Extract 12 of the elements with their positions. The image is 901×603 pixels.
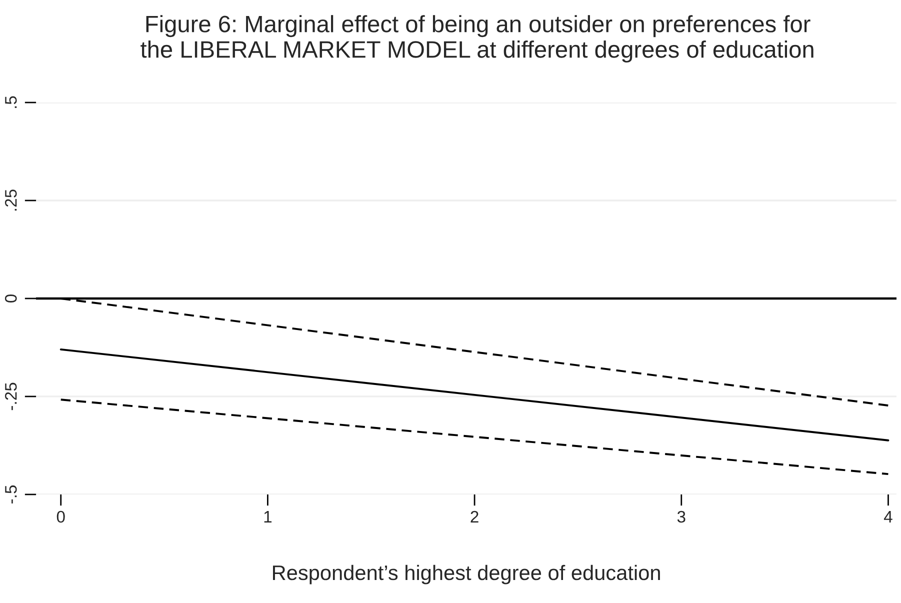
x-axis-title: Respondent’s highest degree of education bbox=[273, 564, 660, 584]
x-tick-label: 1 bbox=[264, 511, 272, 523]
y-tick-label: .5 bbox=[5, 96, 17, 108]
x-tick-label: 3 bbox=[677, 510, 686, 523]
y-tick-label: -.5 bbox=[5, 485, 17, 504]
y-tick-label: -.25 bbox=[4, 382, 17, 410]
y-tick-label: .25 bbox=[4, 190, 17, 211]
y-tick-label: 0 bbox=[4, 294, 17, 302]
x-tick-label: 4 bbox=[884, 511, 892, 523]
chart-title: Figure 6: Marginal effect of being an outsider on preferences for the LIBERAL MARKET MODEL at different degrees of education bbox=[140, 15, 814, 63]
x-tick-label: 0 bbox=[56, 510, 65, 523]
x-tick-label: 2 bbox=[470, 510, 478, 523]
